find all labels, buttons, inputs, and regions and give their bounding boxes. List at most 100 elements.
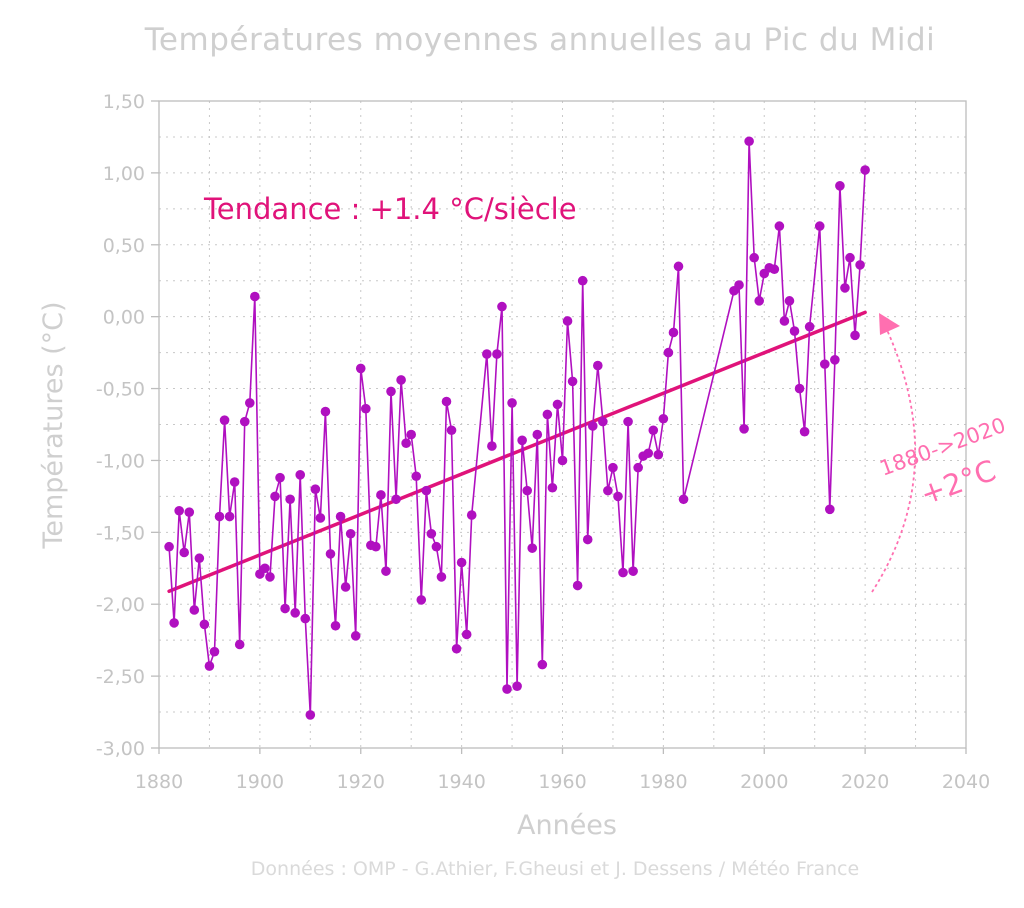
data-point: [184, 507, 195, 518]
data-point: [819, 359, 830, 369]
data-point: [542, 409, 553, 420]
data-point: [572, 580, 583, 591]
data-point: [532, 429, 543, 440]
series-line: [168, 140, 866, 716]
data-point: [244, 398, 255, 408]
data-point: [487, 441, 497, 451]
data-point: [492, 349, 502, 359]
data-point: [371, 541, 381, 552]
data-point: [502, 684, 512, 694]
data-point: [537, 659, 548, 670]
trend-line: [167, 310, 867, 594]
data-point: [386, 386, 396, 397]
data-point: [270, 491, 280, 502]
data-point: [497, 301, 507, 312]
data-point: [744, 136, 754, 147]
y-axis-label: Températures (°C): [38, 301, 69, 549]
data-point: [527, 543, 538, 553]
x-tick-label: 2000: [740, 771, 788, 793]
data-point: [391, 494, 401, 505]
y-tick-label: -3,00: [96, 738, 145, 760]
grid-lines: [159, 101, 966, 748]
y-tick-label: 1,00: [103, 163, 145, 185]
warming-annotation: 1880->2020 +2°C: [871, 313, 1009, 593]
data-point: [421, 485, 432, 496]
x-tick-label: 1880: [135, 771, 183, 793]
data-point: [456, 557, 467, 568]
data-point: [340, 582, 351, 592]
data-point: [840, 283, 850, 293]
data-point: [804, 321, 815, 332]
data-point: [784, 296, 795, 306]
annotation-arrowhead-icon: [879, 313, 900, 335]
data-point: [189, 605, 200, 615]
data-point: [593, 360, 603, 371]
data-point: [739, 424, 749, 434]
y-tick-label: -2,00: [96, 594, 145, 616]
data-point: [179, 547, 190, 558]
axes: [151, 100, 967, 754]
data-point: [214, 511, 225, 522]
data-point: [557, 455, 568, 466]
data-point: [769, 264, 780, 275]
series-temperatures: [164, 136, 870, 720]
y-tick-label: 1,50: [103, 91, 145, 113]
chart-title: Températures moyennes annuelles au Pic d…: [144, 22, 936, 58]
data-point: [668, 327, 679, 338]
data-point: [663, 347, 674, 358]
data-point: [446, 425, 457, 436]
data-point: [754, 296, 765, 306]
data-point: [204, 661, 215, 671]
data-point: [345, 528, 356, 539]
data-point: [653, 449, 664, 460]
data-point: [794, 383, 805, 394]
data-point: [300, 613, 311, 624]
data-point: [466, 510, 477, 520]
data-point: [643, 448, 654, 459]
data-point: [507, 398, 517, 408]
data-point: [582, 534, 593, 545]
data-point: [451, 643, 462, 654]
data-point: [799, 426, 810, 437]
tick-labels: 1880 1900 1920 1940 1960 1980 2000 2020 2040 1,50…: [96, 91, 990, 793]
data-point: [426, 528, 437, 539]
data-point: [860, 165, 870, 175]
data-point: [396, 375, 406, 385]
data-point: [522, 485, 532, 496]
data-point: [265, 572, 275, 582]
data-point: [789, 326, 800, 336]
data-point: [552, 399, 563, 410]
data-point: [749, 252, 759, 263]
data-point: [169, 618, 179, 628]
data-point: [562, 316, 573, 326]
data-point: [411, 471, 422, 482]
x-tick-label: 2020: [841, 771, 889, 793]
data-point: [199, 619, 210, 630]
y-tick-label: -2,50: [96, 666, 145, 688]
data-point: [431, 541, 442, 552]
y-tick-label: 0,50: [103, 235, 145, 257]
data-point: [295, 470, 306, 480]
x-tick-label: 1900: [236, 771, 284, 793]
data-point: [835, 181, 845, 191]
data-point: [315, 513, 326, 523]
data-point: [658, 413, 669, 424]
data-point: [305, 710, 316, 720]
data-point: [598, 416, 608, 427]
data-point: [219, 415, 230, 425]
data-point: [613, 491, 623, 502]
data-point: [577, 275, 588, 286]
data-point: [517, 435, 527, 446]
data-point: [628, 566, 638, 576]
x-tick-label: 1940: [437, 771, 485, 793]
data-point: [229, 477, 240, 487]
x-axis-label: Années: [517, 810, 617, 841]
data-point: [275, 472, 285, 483]
y-tick-label: -1,00: [96, 450, 145, 472]
data-point: [325, 549, 336, 559]
data-point: [406, 429, 416, 440]
data-point: [845, 252, 855, 263]
data-point: [381, 566, 391, 576]
y-tick-label: 0,00: [103, 307, 145, 329]
data-point: [330, 620, 341, 631]
